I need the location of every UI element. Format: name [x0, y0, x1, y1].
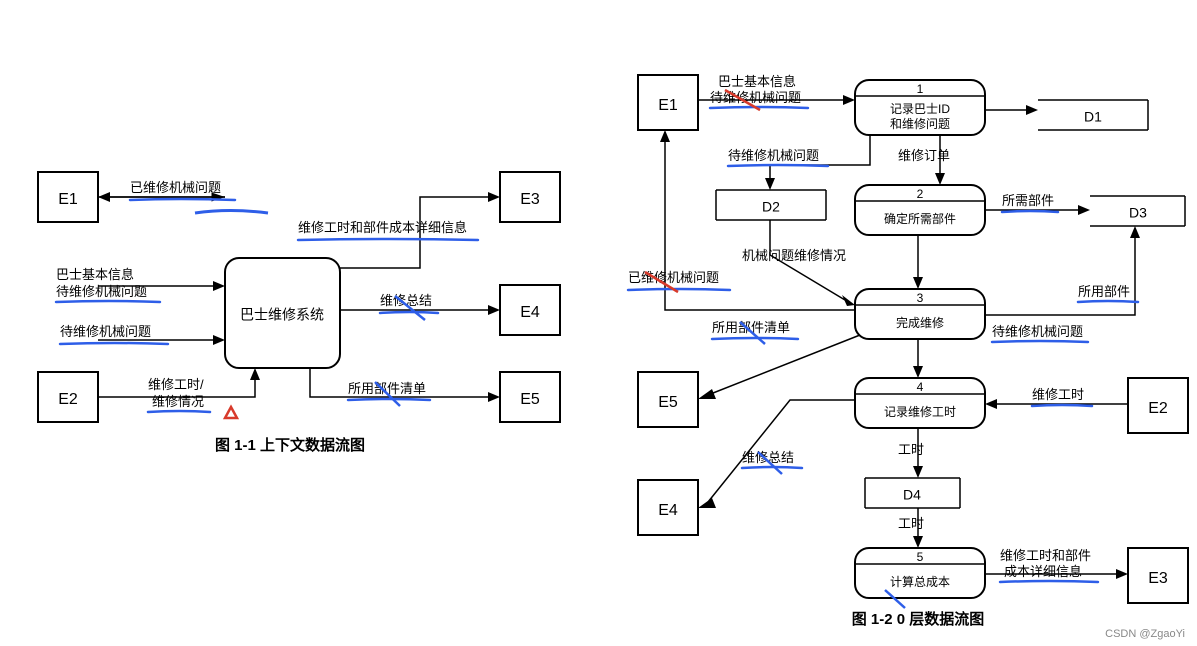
process-P5: 5 计算总成本 [855, 548, 985, 598]
svg-text:5: 5 [917, 550, 924, 564]
right-diagram: E1 E5 E4 E2 E3 D1 D2 D3 D4 1 记录巴士ID 和维修问… [628, 74, 1188, 628]
underline-1 [298, 239, 478, 240]
svg-text:E2: E2 [1148, 400, 1168, 417]
svg-text:待维修机械问题: 待维修机械问题 [710, 90, 801, 105]
edge-label-5b: 维修情况 [152, 394, 204, 409]
underline-0 [130, 199, 235, 200]
entity-r-E5: E5 [638, 372, 698, 427]
svg-text:4: 4 [917, 380, 924, 394]
entity-E2: E2 [38, 372, 98, 422]
entity-E4: E4 [500, 285, 560, 335]
datastore-D2: D2 [716, 190, 826, 220]
svg-text:D3: D3 [1129, 205, 1147, 221]
process-P1: 1 记录巴士ID 和维修问题 [855, 80, 985, 135]
label-E5: E5 [520, 391, 540, 408]
svg-text:维修订单: 维修订单 [898, 148, 950, 163]
svg-text:机械问题维修情况: 机械问题维修情况 [742, 248, 846, 263]
r-edge-10 [985, 236, 1135, 315]
svg-text:待维修机械问题: 待维修机械问题 [728, 148, 819, 163]
svg-text:完成维修: 完成维修 [896, 315, 944, 330]
entity-r-E4: E4 [638, 480, 698, 535]
process-central: 巴士维修系统 [225, 258, 340, 368]
svg-text:E1: E1 [658, 97, 678, 114]
edge-label-0: 已维修机械问题 [130, 180, 221, 195]
underline-6 [348, 399, 430, 400]
svg-text:D4: D4 [903, 487, 921, 503]
svg-text:D2: D2 [762, 199, 780, 215]
underline-3 [60, 343, 168, 344]
svg-text:工时: 工时 [898, 442, 924, 457]
svg-text:D1: D1 [1084, 109, 1102, 125]
process-P4: 4 记录维修工时 [855, 378, 985, 428]
datastore-D4: D4 [865, 478, 960, 508]
svg-text:E3: E3 [1148, 570, 1168, 587]
svg-text:2: 2 [917, 187, 924, 201]
svg-text:所需部件: 所需部件 [1002, 193, 1054, 208]
label-central: 巴士维修系统 [240, 307, 324, 323]
svg-text:计算总成本: 计算总成本 [890, 574, 950, 589]
watermark: CSDN @ZgaoYi [1105, 628, 1185, 640]
entity-E3: E3 [500, 172, 560, 222]
svg-text:记录维修工时: 记录维修工时 [884, 404, 956, 419]
edge-label-2a: 巴士基本信息 [56, 267, 134, 282]
left-caption: 图 1-1 上下文数据流图 [215, 436, 365, 454]
datastore-D1: D1 [1038, 100, 1148, 130]
svg-text:1: 1 [917, 82, 924, 96]
label-E4: E4 [520, 304, 540, 321]
edge-label-1: 维修工时和部件成本详细信息 [298, 220, 467, 235]
underline-2 [56, 301, 160, 302]
svg-text:和维修问题: 和维修问题 [890, 116, 950, 131]
edge-label-3: 待维修机械问题 [60, 324, 151, 339]
process-P2: 2 确定所需部件 [855, 185, 985, 235]
red-triangle [225, 407, 237, 418]
left-diagram: E1 E2 E3 E4 E5 巴士维修系统 已维修机械问题 [38, 172, 560, 454]
label-E1: E1 [58, 191, 78, 208]
label-E2: E2 [58, 391, 78, 408]
edge-label-5a: 维修工时/ [148, 377, 204, 392]
blue-squiggle [195, 211, 268, 214]
underline-5 [148, 411, 210, 412]
entity-E5: E5 [500, 372, 560, 422]
label-E3: E3 [520, 191, 540, 208]
right-caption: 图 1-2 0 层数据流图 [852, 610, 985, 628]
svg-text:工时: 工时 [898, 516, 924, 531]
r-edge-9 [708, 335, 860, 395]
svg-text:维修工时: 维修工时 [1032, 387, 1084, 402]
entity-r-E3: E3 [1128, 548, 1188, 603]
underline-4 [380, 312, 438, 313]
edge-label-2b: 待维修机械问题 [56, 284, 147, 299]
svg-text:3: 3 [917, 291, 924, 305]
svg-text:E4: E4 [658, 502, 678, 519]
entity-r-E2: E2 [1128, 378, 1188, 433]
datastore-D3: D3 [1090, 196, 1185, 226]
svg-text:E5: E5 [658, 394, 678, 411]
svg-text:巴士基本信息: 巴士基本信息 [718, 74, 796, 89]
entity-E1: E1 [38, 172, 98, 222]
entity-r-E1: E1 [638, 75, 698, 130]
svg-text:成本详细信息: 成本详细信息 [1004, 564, 1082, 579]
svg-text:已维修机械问题: 已维修机械问题 [628, 270, 719, 285]
svg-text:记录巴士ID: 记录巴士ID [890, 102, 950, 116]
svg-text:确定所需部件: 确定所需部件 [884, 211, 956, 226]
svg-text:待维修机械问题: 待维修机械问题 [992, 324, 1083, 339]
svg-text:所用部件: 所用部件 [1078, 284, 1130, 299]
svg-text:维修工时和部件: 维修工时和部件 [1000, 548, 1091, 563]
process-P3: 3 完成维修 [855, 289, 985, 339]
diagram-canvas: E1 E2 E3 E4 E5 巴士维修系统 已维修机械问题 [0, 0, 1197, 646]
